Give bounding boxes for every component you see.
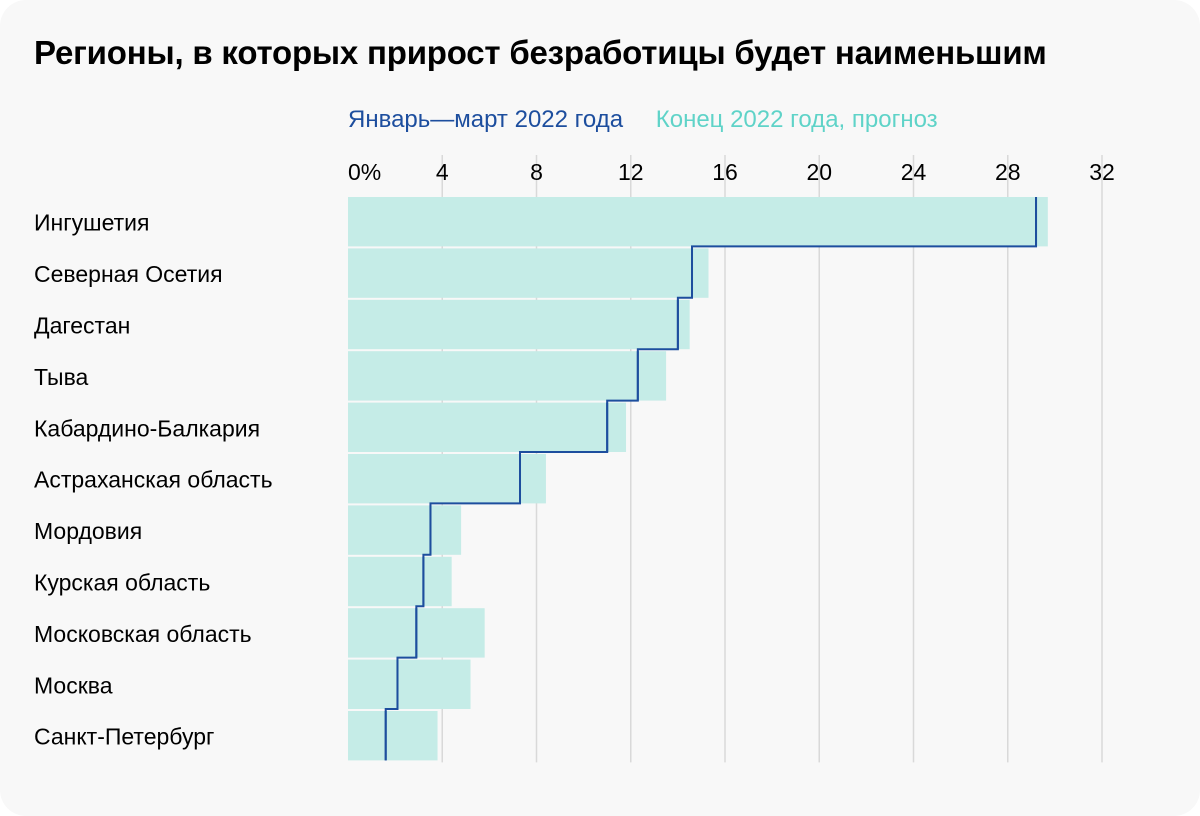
forecast-bar (348, 197, 1048, 247)
forecast-bar (348, 556, 452, 607)
forecast-bar (348, 454, 546, 504)
category-label: Кабардино-Балкария (34, 415, 260, 441)
forecast-bar (348, 711, 438, 761)
x-tick-label: 28 (995, 159, 1021, 185)
category-label: Астраханская область (34, 467, 273, 493)
category-label: Ингушетия (34, 210, 149, 236)
legend-item-q1: Январь—март 2022 года (348, 106, 624, 133)
x-tick-label: 12 (618, 159, 644, 185)
category-label: Москва (34, 672, 113, 698)
category-label: Санкт-Петербург (34, 724, 214, 750)
x-tick-label: 4 (436, 159, 449, 185)
category-label: Московская область (34, 621, 252, 647)
x-tick-label: 8 (530, 159, 543, 185)
category-label: Мордовия (34, 518, 142, 544)
x-tick-label: 32 (1089, 159, 1115, 185)
category-label: Тыва (34, 364, 89, 390)
x-tick-label: 20 (806, 159, 832, 185)
chart-title: Регионы, в которых прирост безработицы б… (34, 34, 1047, 71)
x-tick-label: 0% (348, 159, 381, 185)
forecast-bar (348, 505, 462, 555)
category-label: Курская область (34, 570, 210, 596)
forecast-bar (348, 402, 627, 452)
legend-item-forecast: Конец 2022 года, прогноз (655, 106, 938, 133)
category-label: Дагестан (34, 313, 130, 339)
chart-legend: Январь—март 2022 года Конец 2022 года, п… (348, 106, 964, 134)
forecast-bar (348, 351, 667, 401)
x-tick-label: 16 (712, 159, 738, 185)
forecast-bar (348, 659, 471, 709)
x-tick-label: 24 (901, 159, 927, 185)
category-label: Северная Осетия (34, 261, 223, 287)
forecast-bar (348, 248, 709, 298)
forecast-bar (348, 299, 690, 350)
